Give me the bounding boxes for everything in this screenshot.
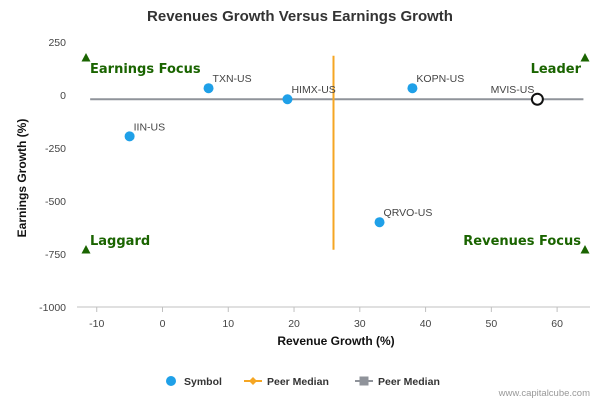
x-tick-label: -10	[89, 318, 104, 330]
y-tick-label: -750	[45, 249, 66, 261]
legend-marker-revenue-median-diamond	[249, 377, 257, 385]
y-tick-label: 0	[60, 90, 66, 102]
data-point-iin-us[interactable]	[124, 131, 135, 142]
credit-text: www.capitalcube.com	[498, 388, 590, 399]
legend-item-peer-median-revenue[interactable]: Peer Median	[244, 376, 329, 388]
y-tick-label: -500	[45, 196, 66, 208]
x-axis-ticks: -10 0 10 20 30 40 50 60	[89, 307, 563, 330]
data-point-qrvo-us[interactable]	[374, 217, 385, 228]
data-label-qrvo-us: QRVO-US	[384, 207, 433, 219]
x-tick-label: 0	[160, 318, 166, 330]
chart-title: Revenues Growth Versus Earnings Growth	[147, 8, 453, 25]
y-axis-title: Earnings Growth (%)	[15, 119, 29, 238]
legend: Symbol Peer Median Peer Median	[166, 376, 440, 388]
data-point-mvis-us[interactable]	[530, 92, 544, 106]
y-tick-label: -250	[45, 143, 66, 155]
data-label-kopn-us: KOPN-US	[416, 73, 464, 85]
x-tick-label: 20	[288, 318, 300, 330]
legend-label-peer-median-revenue: Peer Median	[267, 376, 329, 388]
legend-label-peer-median-earnings: Peer Median	[378, 376, 440, 388]
peer-median-lines	[90, 55, 584, 250]
x-tick-label: 60	[551, 318, 563, 330]
quadrant-markers	[81, 53, 590, 254]
quadrant-label-leader: Leader	[531, 62, 582, 77]
y-axis-ticks: 250 0 -250 -500 -750 -1000	[39, 37, 66, 314]
y-tick-label: -1000	[39, 302, 66, 314]
data-label-iin-us: IIN-US	[134, 121, 166, 133]
data-label-mvis-us: MVIS-US	[491, 84, 535, 96]
x-tick-label: 10	[222, 318, 234, 330]
data-point-txn-us[interactable]	[203, 83, 214, 94]
quadrant-marker-top-right	[580, 53, 590, 62]
quadrant-label-laggard: Laggard	[90, 234, 150, 249]
legend-item-peer-median-earnings[interactable]: Peer Median	[355, 376, 440, 388]
data-points: TXN-US HIMX-US KOPN-US IIN-US QRVO-US MVIS-US	[124, 73, 544, 228]
data-point-kopn-us[interactable]	[407, 83, 418, 94]
data-label-himx-us: HIMX-US	[291, 84, 335, 96]
legend-marker-earnings-median-square	[359, 376, 369, 386]
quadrant-label-revenues-focus: Revenues Focus	[463, 234, 581, 249]
x-tick-label: 30	[354, 318, 366, 330]
quadrant-label-earnings-focus: Earnings Focus	[90, 62, 201, 77]
data-point-himx-us[interactable]	[282, 94, 293, 105]
legend-label-symbol: Symbol	[184, 376, 222, 388]
x-tick-label: 50	[486, 318, 498, 330]
quadrant-marker-bottom-right	[580, 245, 590, 254]
legend-marker-symbol	[166, 376, 176, 386]
y-tick-label: 250	[48, 37, 66, 49]
legend-item-symbol[interactable]: Symbol	[166, 376, 222, 388]
x-axis-title: Revenue Growth (%)	[277, 334, 394, 348]
data-label-txn-us: TXN-US	[213, 73, 252, 85]
x-tick-label: 40	[420, 318, 432, 330]
quadrant-marker-top-left	[81, 53, 91, 62]
quadrant-marker-bottom-left	[81, 245, 91, 254]
